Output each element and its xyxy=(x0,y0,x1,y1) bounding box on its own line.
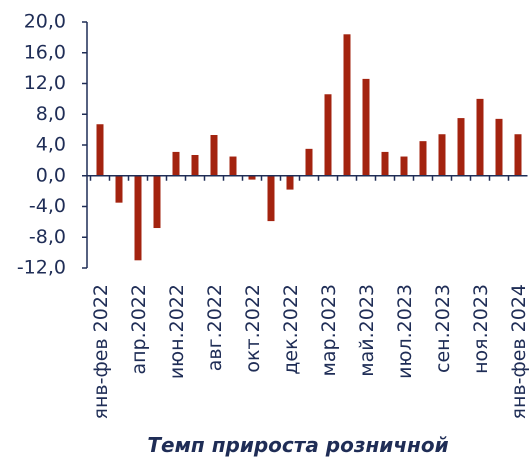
x-tick-label: июл.2023 xyxy=(394,284,416,379)
x-tick-label: янв-фев 2024 xyxy=(508,284,530,419)
x-tick-label: апр.2022 xyxy=(128,284,150,375)
bar xyxy=(172,151,180,176)
bar xyxy=(495,118,503,176)
y-tick-label: 4,0 xyxy=(36,134,66,156)
chart-title: Темп прироста розничной xyxy=(147,433,448,457)
bar xyxy=(400,156,408,176)
bar xyxy=(438,134,446,176)
x-tick-label: дек.2022 xyxy=(280,284,302,375)
x-tick-label: май.2023 xyxy=(356,284,378,377)
y-tick-label: -12,0 xyxy=(17,257,66,279)
x-tick-label: июн.2022 xyxy=(166,284,188,379)
y-tick-label: 20,0 xyxy=(24,11,66,33)
x-tick-label: сен.2023 xyxy=(432,284,454,373)
x-tick-label: мар.2023 xyxy=(318,284,340,376)
bar xyxy=(305,148,313,176)
y-tick-label: -8,0 xyxy=(29,226,66,248)
bar xyxy=(210,135,218,176)
bar xyxy=(229,156,237,176)
bar xyxy=(286,175,294,190)
x-tick-label: авг.2022 xyxy=(204,284,226,371)
bar xyxy=(419,141,427,176)
bar xyxy=(96,124,104,176)
y-tick-label: 16,0 xyxy=(24,41,66,63)
bar xyxy=(153,175,161,229)
bar xyxy=(191,154,199,176)
x-tick-label: янв-фев 2022 xyxy=(90,284,112,419)
bar xyxy=(134,175,142,261)
bar xyxy=(248,175,256,180)
y-tick-label: 12,0 xyxy=(24,72,66,94)
bar xyxy=(476,98,484,176)
x-tick-label: окт.2022 xyxy=(242,284,264,373)
bar xyxy=(381,151,389,176)
bar xyxy=(362,78,370,176)
bar xyxy=(457,118,465,176)
bar xyxy=(343,34,351,176)
y-tick-label: -4,0 xyxy=(29,195,66,217)
x-tick-label: ноя.2023 xyxy=(470,284,492,374)
bar xyxy=(115,175,123,203)
y-tick-label: 8,0 xyxy=(36,103,66,125)
bar xyxy=(324,94,332,176)
bar xyxy=(267,175,275,222)
y-tick-label: 0,0 xyxy=(36,164,66,186)
bar xyxy=(514,134,522,176)
